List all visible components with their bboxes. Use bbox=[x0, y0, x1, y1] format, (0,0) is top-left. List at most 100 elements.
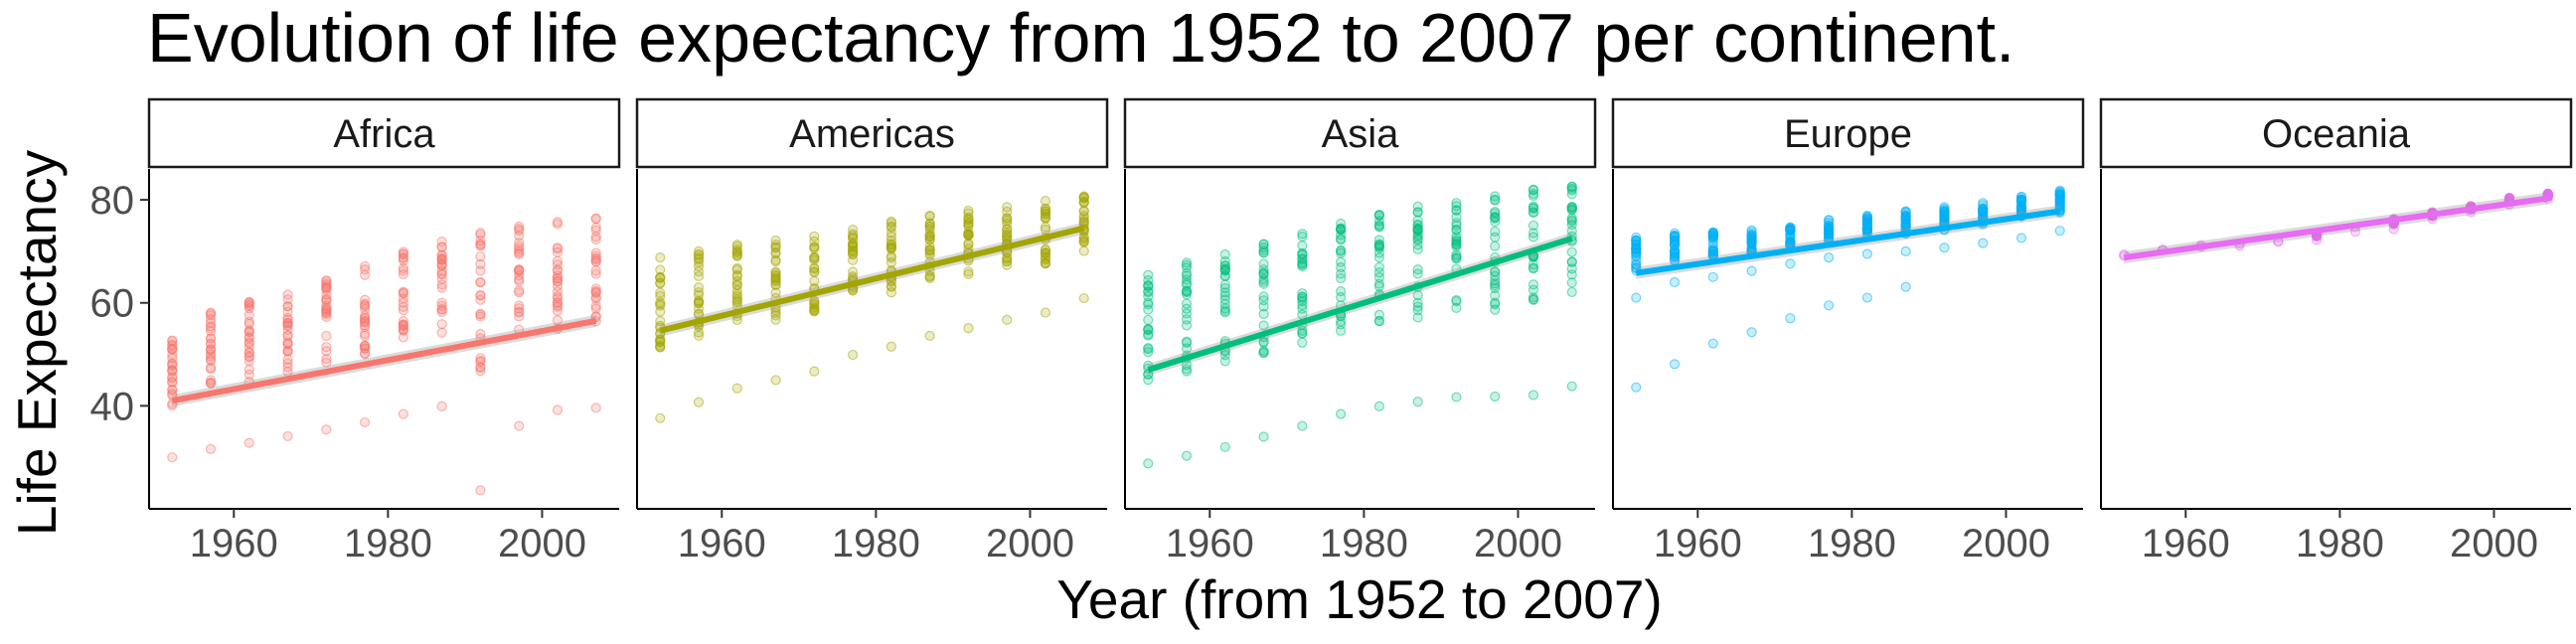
data-point bbox=[1707, 338, 1718, 349]
data-point bbox=[321, 294, 332, 305]
data-point bbox=[321, 346, 332, 357]
data-point bbox=[1181, 364, 1193, 375]
facet-europe: Europe 1960 1980 2000 bbox=[1611, 97, 2085, 565]
data-point bbox=[590, 283, 601, 294]
data-point bbox=[514, 245, 525, 256]
facet-strip-europe bbox=[1611, 97, 2085, 169]
data-point bbox=[1939, 202, 1950, 213]
x-tick-label: 2000 bbox=[2450, 522, 2538, 565]
data-point bbox=[1258, 239, 1269, 249]
data-point bbox=[167, 335, 178, 346]
data-point bbox=[282, 320, 293, 331]
trend-line-oceania bbox=[2123, 195, 2549, 261]
data-point bbox=[770, 235, 781, 246]
y-tick-label: 40 bbox=[90, 385, 135, 428]
data-point bbox=[1373, 315, 1384, 327]
data-point bbox=[1181, 450, 1193, 461]
data-point bbox=[1566, 269, 1577, 280]
data-point bbox=[1336, 408, 1347, 419]
data-point bbox=[1219, 287, 1230, 298]
data-point bbox=[1078, 191, 1089, 202]
data-point bbox=[1412, 268, 1423, 279]
data-point bbox=[1631, 236, 1642, 246]
data-point bbox=[731, 295, 742, 306]
data-point bbox=[1669, 249, 1681, 260]
data-point bbox=[963, 230, 974, 242]
data-point bbox=[398, 246, 408, 257]
data-point bbox=[1258, 247, 1269, 258]
data-point bbox=[590, 303, 601, 314]
data-point bbox=[1978, 207, 1989, 218]
data-point bbox=[590, 402, 601, 413]
data-point bbox=[436, 265, 447, 276]
data-point bbox=[1181, 274, 1193, 285]
data-point bbox=[1143, 323, 1154, 335]
data-point bbox=[1861, 213, 1872, 224]
data-point bbox=[1490, 304, 1501, 315]
data-point bbox=[321, 306, 332, 317]
x-tick-label: 1980 bbox=[1808, 522, 1896, 565]
data-point bbox=[321, 424, 332, 435]
data-point bbox=[282, 330, 293, 341]
data-point bbox=[1566, 181, 1577, 192]
data-point bbox=[1297, 288, 1308, 299]
data-point bbox=[360, 416, 371, 428]
data-point bbox=[514, 420, 525, 431]
data-point bbox=[1078, 292, 1089, 304]
data-point bbox=[693, 266, 705, 277]
data-point bbox=[1258, 276, 1269, 287]
data-point bbox=[1181, 314, 1193, 325]
x-tick-label: 1980 bbox=[344, 522, 432, 565]
facet-strip-asia bbox=[1123, 97, 1597, 169]
data-point bbox=[655, 300, 666, 311]
data-point bbox=[809, 266, 820, 277]
data-point bbox=[693, 327, 705, 338]
data-point bbox=[1373, 401, 1384, 411]
data-point bbox=[1490, 241, 1501, 251]
data-point bbox=[1824, 300, 1835, 311]
facet-strip-label-asia: Asia bbox=[1322, 112, 1400, 156]
data-point bbox=[1528, 390, 1539, 401]
data-point bbox=[1566, 286, 1577, 298]
data-point bbox=[1181, 257, 1193, 268]
data-point bbox=[655, 264, 666, 275]
data-point bbox=[1669, 359, 1681, 370]
data-point bbox=[1631, 292, 1642, 303]
data-point bbox=[1824, 252, 1835, 263]
data-point bbox=[1219, 279, 1230, 290]
trend-line-asia bbox=[1147, 236, 1573, 373]
data-point bbox=[1336, 272, 1347, 284]
data-point bbox=[693, 260, 705, 272]
facet-strip-africa bbox=[147, 97, 621, 169]
x-axis-title: Year (from 1952 to 2007) bbox=[1056, 568, 1662, 630]
data-point bbox=[1181, 298, 1193, 309]
data-point bbox=[552, 217, 564, 228]
facet-strip-label-oceania: Oceania bbox=[2262, 112, 2411, 156]
data-point bbox=[436, 304, 447, 315]
data-point bbox=[2015, 233, 2027, 243]
data-point bbox=[1669, 240, 1681, 250]
data-point bbox=[1258, 301, 1269, 312]
data-point bbox=[1900, 281, 1911, 292]
data-point bbox=[321, 330, 332, 342]
data-point bbox=[924, 211, 935, 222]
data-point bbox=[1002, 213, 1013, 225]
data-point bbox=[886, 341, 896, 352]
data-point bbox=[1451, 392, 1462, 402]
data-point bbox=[1373, 247, 1384, 258]
data-point bbox=[1490, 191, 1501, 202]
data-point bbox=[552, 242, 564, 253]
x-tick-label: 2000 bbox=[986, 522, 1074, 565]
data-point bbox=[1412, 201, 1423, 212]
data-point bbox=[1040, 307, 1051, 318]
data-point bbox=[514, 248, 525, 259]
data-point bbox=[282, 430, 293, 442]
data-point bbox=[693, 397, 705, 407]
data-point bbox=[1746, 265, 1757, 276]
data-point bbox=[167, 377, 178, 388]
data-point bbox=[886, 242, 896, 252]
data-point bbox=[655, 287, 666, 298]
data-point bbox=[205, 378, 217, 389]
data-point bbox=[731, 383, 742, 394]
